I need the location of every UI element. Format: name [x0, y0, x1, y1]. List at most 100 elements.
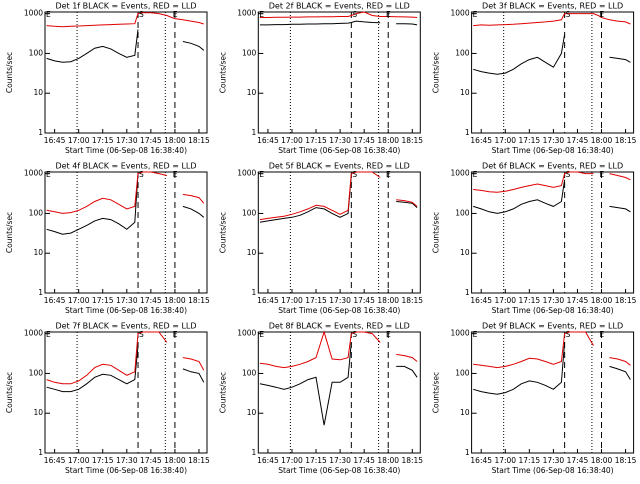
series-line — [473, 171, 631, 193]
x-axis-label: Start Time (06-Sep-08 16:38:40) — [492, 146, 614, 155]
x-tick-label: 17:30 — [116, 296, 138, 305]
series-line — [46, 345, 205, 393]
annotation: E — [599, 330, 604, 339]
y-tick-label: 100 — [455, 368, 470, 377]
y-tick-label: 10 — [247, 248, 257, 257]
annotation: S — [139, 330, 144, 339]
x-tick-label: 16:45 — [470, 296, 492, 305]
x-tick-label: 18:00 — [591, 296, 613, 305]
series-line — [473, 179, 631, 214]
y-tick-label: 1000 — [237, 169, 256, 178]
annotation: E — [46, 10, 51, 19]
y-axis-label: Counts/sec — [218, 372, 227, 413]
x-tick-label: 17:30 — [116, 456, 138, 465]
series-line — [473, 342, 631, 395]
x-tick-label: 18:15 — [615, 136, 637, 145]
annotation: S — [566, 170, 571, 179]
x-tick-label: 18:15 — [615, 456, 637, 465]
x-tick-label: 18:00 — [164, 136, 186, 145]
series-line — [473, 34, 631, 75]
x-tick-label: 18:00 — [164, 296, 186, 305]
x-tick-label: 17:30 — [116, 136, 138, 145]
annotation: E — [46, 330, 51, 339]
series-line — [259, 11, 418, 18]
y-tick-label: 1 — [252, 128, 257, 137]
x-tick-label: 16:45 — [257, 136, 279, 145]
y-axis-label: Counts/sec — [218, 212, 227, 253]
chart-title: Det 1f BLACK = Events, RED = LLD — [55, 2, 196, 11]
y-tick-label: 1 — [38, 448, 43, 457]
x-tick-label: 17:00 — [494, 296, 516, 305]
chart-title: Det 3f BLACK = Events, RED = LLD — [482, 2, 623, 11]
annotation: S — [566, 10, 571, 19]
x-tick-label: 17:45 — [567, 456, 589, 465]
x-tick-label: 18:00 — [377, 456, 399, 465]
series-line — [46, 331, 205, 385]
plot-frame — [44, 11, 208, 134]
annotation: E — [473, 10, 478, 19]
y-tick-label: 1000 — [451, 169, 470, 178]
y-tick-label: 10 — [247, 88, 257, 97]
chart-title: Det 8f BLACK = Events, RED = LLD — [269, 322, 410, 331]
x-tick-label: 17:45 — [140, 296, 162, 305]
y-tick-label: 10 — [460, 408, 470, 417]
plot-frame — [44, 331, 208, 454]
x-tick-label: 18:00 — [591, 456, 613, 465]
x-tick-label: 17:15 — [92, 296, 114, 305]
series-line — [259, 171, 418, 221]
x-tick-label: 16:45 — [44, 136, 66, 145]
plot-frame — [44, 171, 208, 294]
x-tick-label: 17:15 — [305, 136, 327, 145]
y-tick-label: 1000 — [451, 9, 470, 18]
y-tick-label: 100 — [455, 48, 470, 57]
y-tick-label: 100 — [29, 208, 44, 217]
x-tick-label: 16:45 — [470, 456, 492, 465]
y-axis-label: Counts/sec — [432, 212, 441, 253]
y-tick-label: 1000 — [24, 329, 43, 338]
y-tick-label: 100 — [29, 368, 44, 377]
annotation: E — [173, 10, 178, 19]
x-tick-label: 16:45 — [44, 296, 66, 305]
x-tick-label: 17:00 — [68, 136, 90, 145]
x-tick-label: 17:00 — [68, 296, 90, 305]
y-tick-label: 1000 — [24, 9, 43, 18]
x-tick-label: 18:15 — [615, 296, 637, 305]
y-axis-label: Counts/sec — [5, 212, 14, 253]
annotation: E — [599, 170, 604, 179]
x-tick-label: 16:45 — [470, 136, 492, 145]
x-tick-label: 17:00 — [281, 456, 303, 465]
annotation: S — [566, 330, 571, 339]
y-axis-label: Counts/sec — [5, 372, 14, 413]
x-tick-label: 17:45 — [140, 456, 162, 465]
x-tick-label: 17:45 — [353, 456, 375, 465]
annotation: E — [173, 170, 178, 179]
annotation: E — [386, 170, 391, 179]
y-tick-label: 1 — [252, 448, 257, 457]
x-tick-label: 17:00 — [494, 136, 516, 145]
x-tick-label: 17:00 — [68, 456, 90, 465]
y-tick-label: 1 — [465, 288, 470, 297]
x-axis-label: Start Time (06-Sep-08 16:38:40) — [65, 306, 187, 315]
annotation: S — [139, 10, 144, 19]
chart-title: Det 5f BLACK = Events, RED = LLD — [269, 162, 410, 171]
chart-title: Det 6f BLACK = Events, RED = LLD — [482, 162, 623, 171]
y-tick-label: 1000 — [451, 329, 470, 338]
y-tick-label: 100 — [29, 48, 44, 57]
x-tick-label: 17:15 — [519, 136, 541, 145]
x-tick-label: 18:15 — [188, 136, 210, 145]
plot-frame — [471, 331, 635, 454]
y-tick-label: 10 — [33, 408, 43, 417]
y-axis-label: Counts/sec — [218, 52, 227, 93]
y-axis-label: Counts/sec — [432, 372, 441, 413]
y-tick-label: 10 — [33, 248, 43, 257]
y-tick-label: 1 — [465, 448, 470, 457]
x-tick-label: 18:15 — [401, 296, 423, 305]
plot-frame — [471, 171, 635, 294]
y-tick-label: 10 — [247, 408, 257, 417]
y-tick-label: 10 — [460, 88, 470, 97]
series-line — [46, 29, 205, 63]
y-tick-label: 100 — [242, 48, 257, 57]
annotation: E — [259, 170, 264, 179]
x-axis-label: Start Time (06-Sep-08 16:38:40) — [65, 466, 187, 475]
